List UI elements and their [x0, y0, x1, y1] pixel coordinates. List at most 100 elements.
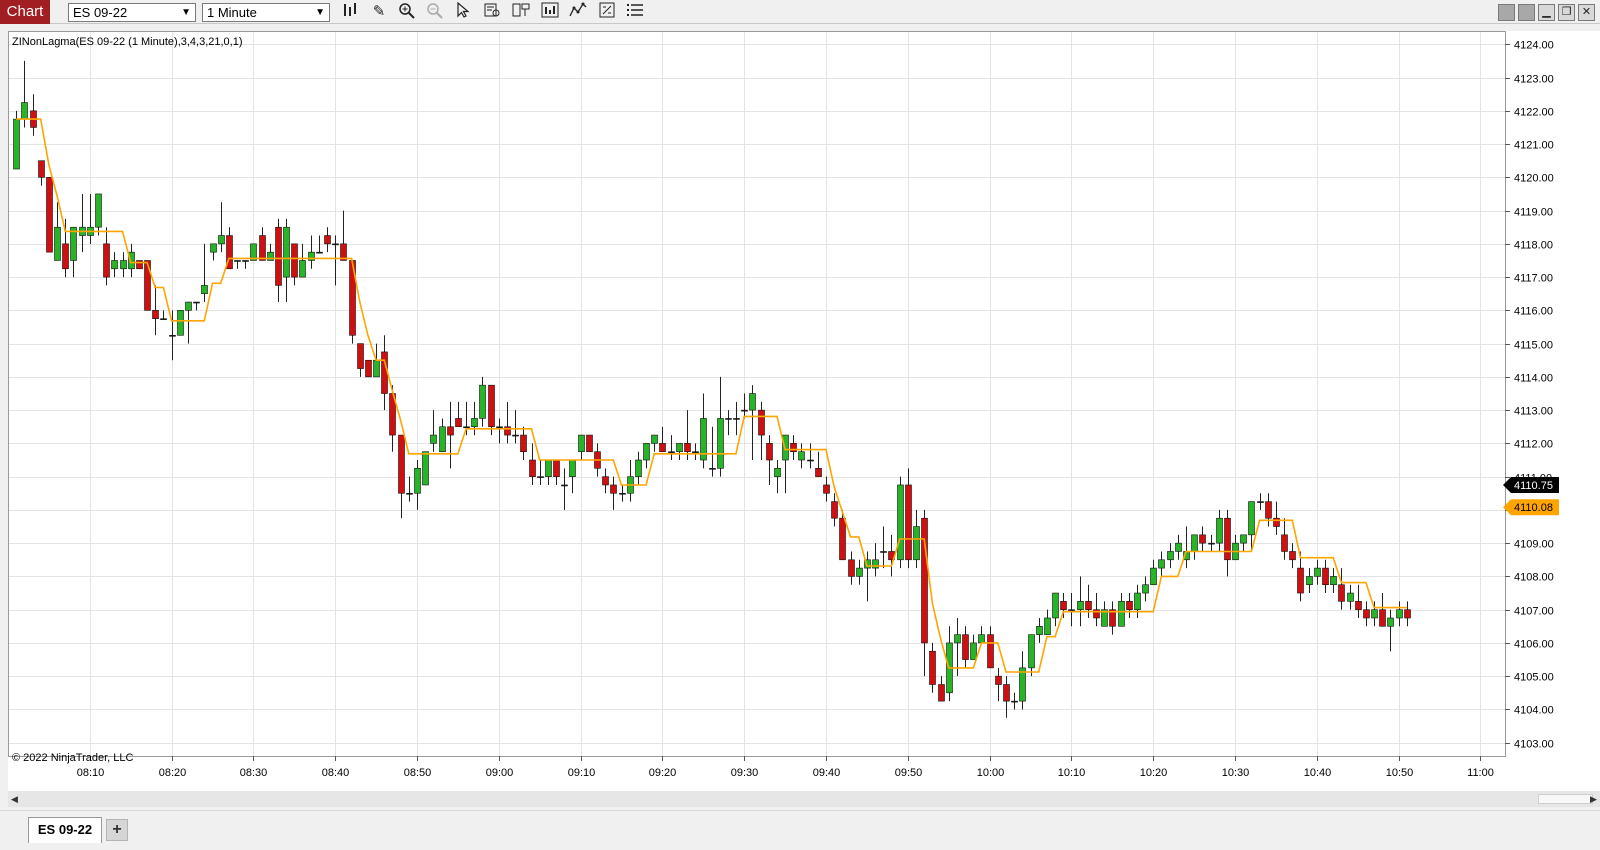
candle-body — [1404, 609, 1411, 619]
list-icon[interactable] — [624, 2, 646, 22]
close-button[interactable]: ✕ — [1578, 4, 1595, 21]
candle — [46, 177, 53, 253]
candle — [1297, 551, 1304, 602]
candle — [1379, 593, 1386, 627]
y-tick-label: 4103.00 — [1514, 739, 1554, 751]
instrument-select[interactable]: ES 09-22 ▼ — [68, 3, 196, 22]
candle-body — [1379, 609, 1386, 627]
scrollbar-thumb[interactable] — [1538, 794, 1593, 804]
candle — [152, 285, 159, 336]
candle — [962, 626, 969, 668]
candle — [537, 460, 544, 485]
candle-body — [619, 492, 626, 495]
price-chart[interactable]: 4103.00 4104.00 4105.00 4106.00 4107.00 4108.… — [8, 31, 1600, 791]
candle — [938, 676, 945, 702]
x-tick-label: 08:50 — [404, 767, 432, 779]
horizontal-scrollbar[interactable]: ◀ ▶ — [8, 791, 1600, 807]
candle-body — [938, 684, 945, 702]
candle-body — [1240, 534, 1247, 544]
x-tick-label: 09:10 — [568, 767, 596, 779]
add-tab-button[interactable]: + — [106, 819, 128, 841]
x-tick-label: 09:20 — [649, 767, 677, 779]
candle-body — [430, 434, 437, 444]
last-price-marker-text: 4110.75 — [1514, 480, 1553, 492]
zoom-in-icon[interactable] — [396, 2, 418, 22]
candle — [758, 401, 765, 461]
candle-body — [1109, 609, 1116, 627]
candle-body — [152, 310, 159, 319]
properties-icon[interactable] — [596, 2, 618, 22]
candle-body — [1019, 667, 1026, 702]
bottom-tab-bar: ES 09-22 + — [0, 810, 1600, 850]
candle-body — [970, 642, 977, 660]
tile-gray-button-2[interactable] — [1518, 4, 1535, 21]
candle — [1191, 534, 1198, 560]
candle-body — [275, 226, 282, 286]
pointer-icon[interactable] — [452, 1, 474, 22]
candle — [201, 243, 208, 303]
candle — [676, 443, 683, 461]
candle — [169, 310, 176, 361]
candle-body — [299, 260, 306, 278]
y-tick-label: 4108.00 — [1514, 572, 1554, 584]
candle — [95, 193, 102, 236]
y-tick-label: 4119.00 — [1514, 207, 1553, 219]
candle-body — [717, 418, 724, 469]
candle-body — [1199, 534, 1206, 544]
candle-body — [856, 567, 863, 577]
zoom-out-icon[interactable] — [424, 2, 446, 22]
interval-select[interactable]: 1 Minute ▼ — [202, 3, 330, 22]
candle — [692, 443, 699, 461]
candle-body — [54, 226, 61, 261]
minimize-button[interactable]: ▁ — [1538, 4, 1555, 21]
chart-trader-icon[interactable] — [510, 2, 532, 22]
x-tick-label: 08:20 — [159, 767, 187, 779]
candle-body — [610, 484, 617, 494]
candle — [586, 434, 593, 452]
candle-body — [1281, 534, 1288, 552]
candle-body — [324, 235, 331, 245]
candle-body — [921, 517, 928, 644]
candle-body — [1330, 576, 1337, 586]
candle-body — [1068, 609, 1075, 611]
candle — [1175, 534, 1182, 560]
y-tick-label: 4114.00 — [1514, 373, 1553, 385]
candle-body — [798, 451, 805, 461]
data-box-icon[interactable] — [481, 2, 503, 22]
restore-button[interactable]: ❐ — [1558, 4, 1575, 21]
candle — [741, 393, 748, 419]
candle-body — [308, 251, 315, 261]
scroll-right-icon[interactable]: ▶ — [1590, 794, 1597, 804]
drawing-pencil-icon[interactable]: ✎ — [372, 3, 386, 20]
candle — [553, 459, 560, 485]
candle-body — [226, 235, 233, 270]
tile-gray-button[interactable] — [1498, 4, 1515, 21]
candle — [725, 410, 732, 436]
y-tick-label: 4117.00 — [1514, 273, 1553, 285]
candle-body — [414, 468, 421, 494]
candle — [610, 476, 617, 510]
candle — [471, 401, 478, 436]
candle — [1338, 568, 1345, 610]
y-tick-label: 4124.00 — [1514, 40, 1554, 52]
bars-type-icon[interactable] — [340, 2, 362, 22]
chart-panel[interactable]: 4103.00 4104.00 4105.00 4106.00 4107.00 4108.… — [8, 31, 1600, 791]
candle — [954, 617, 961, 677]
tab-es-09-22[interactable]: ES 09-22 — [28, 817, 102, 843]
candle-body — [831, 501, 838, 519]
candle-body — [1224, 517, 1231, 561]
x-tick-label: 10:30 — [1222, 767, 1250, 779]
x-tick-label: 10:00 — [977, 767, 1005, 779]
strategies-icon[interactable] — [567, 2, 589, 22]
candle-body — [1371, 609, 1378, 619]
candle — [1093, 593, 1100, 627]
candle — [160, 310, 167, 320]
indicators-icon[interactable] — [539, 2, 561, 22]
instrument-select-value: ES 09-22 — [73, 5, 128, 20]
candle-body — [455, 418, 462, 428]
scroll-left-icon[interactable]: ◀ — [11, 794, 18, 804]
candle — [1101, 601, 1108, 627]
candle — [398, 434, 405, 519]
candle — [815, 451, 822, 477]
candle-body — [700, 418, 707, 461]
